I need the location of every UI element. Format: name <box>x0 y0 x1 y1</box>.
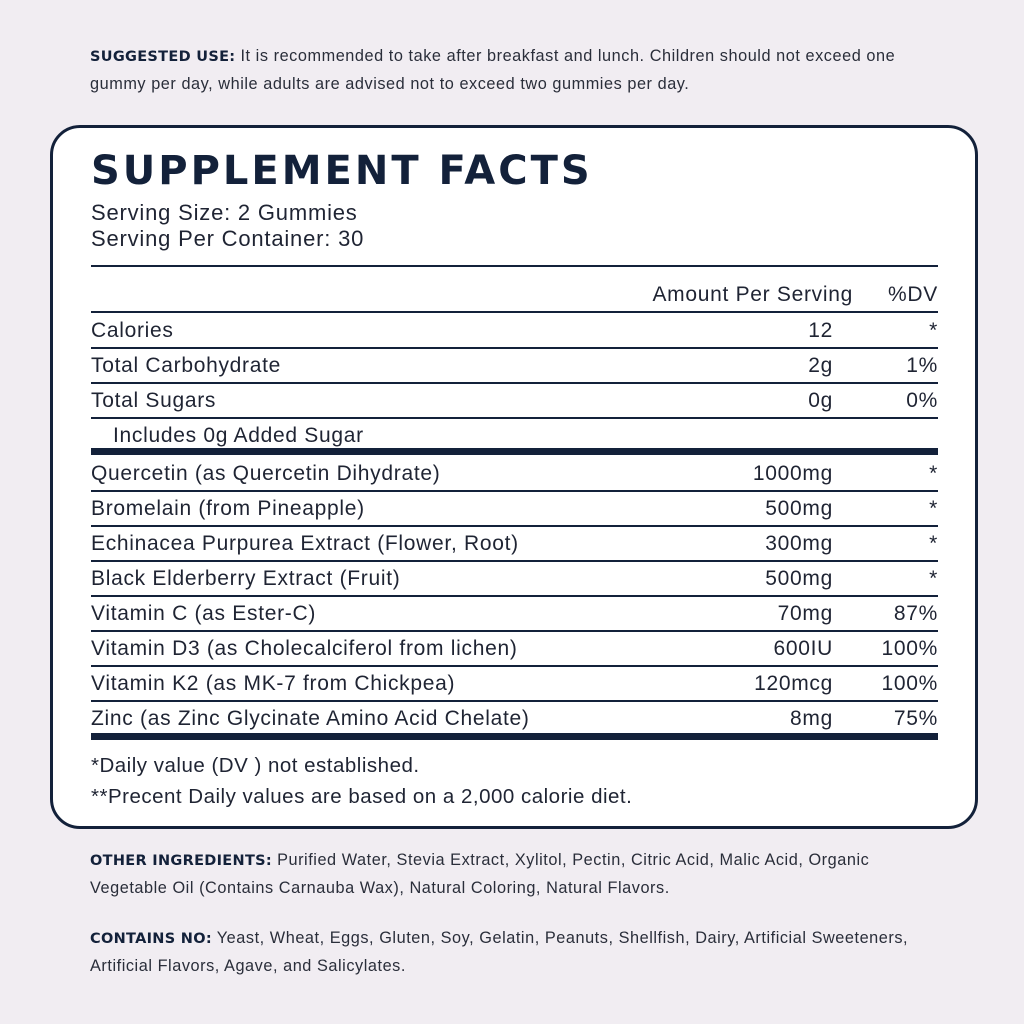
nutrient-name: Total Sugars <box>91 389 217 412</box>
other-ingredients-label: OTHER INGREDIENTS: <box>90 853 272 869</box>
nutrient-row: Black Elderberry Extract (Fruit) 500mg * <box>91 562 938 597</box>
nutrient-name: Calories <box>91 319 174 342</box>
nutrient-dv: 100% <box>881 672 938 695</box>
nutrient-name: Zinc (as Zinc Glycinate Amino Acid Chela… <box>91 707 530 730</box>
nutrient-name: Vitamin K2 (as MK-7 from Chickpea) <box>91 672 456 695</box>
nutrient-amount: 0g <box>808 389 833 412</box>
thick-divider <box>91 733 938 740</box>
suggested-use-text: It is recommended to take after breakfas… <box>90 47 896 93</box>
nutrient-name: Vitamin D3 (as Cholecalciferol from lich… <box>91 637 518 660</box>
nutrient-amount: 120mcg <box>754 672 833 695</box>
divider <box>91 265 938 267</box>
nutrient-name: Vitamin C (as Ester-C) <box>91 602 317 625</box>
nutrient-name: Echinacea Purpurea Extract (Flower, Root… <box>91 532 519 555</box>
nutrient-dv: * <box>929 319 938 342</box>
suggested-use: SUGGESTED USE: It is recommended to take… <box>90 43 930 98</box>
contains-no: CONTAINS NO: Yeast, Wheat, Eggs, Gluten,… <box>90 925 930 980</box>
header-amount: Amount Per Serving <box>652 283 853 306</box>
nutrient-row: Zinc (as Zinc Glycinate Amino Acid Chela… <box>91 702 938 735</box>
nutrient-amount: 300mg <box>765 532 833 555</box>
nutrient-row: Includes 0g Added Sugar <box>91 419 938 452</box>
nutrient-amount: 2g <box>808 354 833 377</box>
contains-no-label: CONTAINS NO: <box>90 931 212 947</box>
nutrient-amount: 500mg <box>765 567 833 590</box>
nutrient-dv: * <box>929 497 938 520</box>
supplement-facts-panel: SUPPLEMENT FACTS Serving Size: 2 Gummies… <box>50 125 978 829</box>
other-ingredients: OTHER INGREDIENTS: Purified Water, Stevi… <box>90 847 930 902</box>
header-row: Amount Per Serving %DV <box>91 278 938 313</box>
nutrient-dv: 0% <box>906 389 938 412</box>
other-ingredients-text: Purified Water, Stevia Extract, Xylitol,… <box>90 851 870 897</box>
nutrient-dv: 1% <box>906 354 938 377</box>
nutrient-amount: 70mg <box>777 602 833 625</box>
footnote-dv: *Daily value (DV ) not established. <box>91 754 420 777</box>
header-dv: %DV <box>888 283 938 306</box>
nutrient-name: Bromelain (from Pineapple) <box>91 497 365 520</box>
suggested-use-label: SUGGESTED USE: <box>90 49 236 65</box>
nutrient-amount: 8mg <box>790 707 833 730</box>
nutrient-amount: 600IU <box>773 637 833 660</box>
nutrient-dv: * <box>929 567 938 590</box>
nutrient-row: Bromelain (from Pineapple) 500mg * <box>91 492 938 527</box>
footnote-calorie: **Precent Daily values are based on a 2,… <box>91 785 633 808</box>
nutrient-name: Total Carbohydrate <box>91 354 282 377</box>
nutrient-amount: 500mg <box>765 497 833 520</box>
servings-per-container: Serving Per Container: 30 <box>91 226 365 251</box>
nutrient-row: Vitamin K2 (as MK-7 from Chickpea) 120mcg… <box>91 667 938 702</box>
nutrient-amount: 12 <box>808 319 833 342</box>
nutrient-row: Calories 12 * <box>91 314 938 349</box>
nutrient-dv: 100% <box>881 637 938 660</box>
nutrient-dv: * <box>929 462 938 485</box>
nutrient-dv: * <box>929 532 938 555</box>
nutrient-row: Echinacea Purpurea Extract (Flower, Root… <box>91 527 938 562</box>
thick-divider <box>91 448 938 455</box>
nutrient-dv: 87% <box>893 602 938 625</box>
nutrient-name: Quercetin (as Quercetin Dihydrate) <box>91 462 441 485</box>
nutrient-amount: 1000mg <box>752 462 833 485</box>
nutrient-row: Vitamin C (as Ester-C) 70mg 87% <box>91 597 938 632</box>
serving-size: Serving Size: 2 Gummies <box>91 200 358 225</box>
nutrient-dv: 75% <box>893 707 938 730</box>
facts-title: SUPPLEMENT FACTS <box>91 148 593 194</box>
nutrient-row: Quercetin (as Quercetin Dihydrate) 1000mg… <box>91 457 938 492</box>
nutrient-row: Vitamin D3 (as Cholecalciferol from lich… <box>91 632 938 667</box>
nutrient-name: Includes 0g Added Sugar <box>113 424 364 447</box>
nutrient-row: Total Sugars 0g 0% <box>91 384 938 419</box>
nutrient-row: Total Carbohydrate 2g 1% <box>91 349 938 384</box>
contains-no-text: Yeast, Wheat, Eggs, Gluten, Soy, Gelatin… <box>90 929 909 975</box>
nutrient-name: Black Elderberry Extract (Fruit) <box>91 567 401 590</box>
